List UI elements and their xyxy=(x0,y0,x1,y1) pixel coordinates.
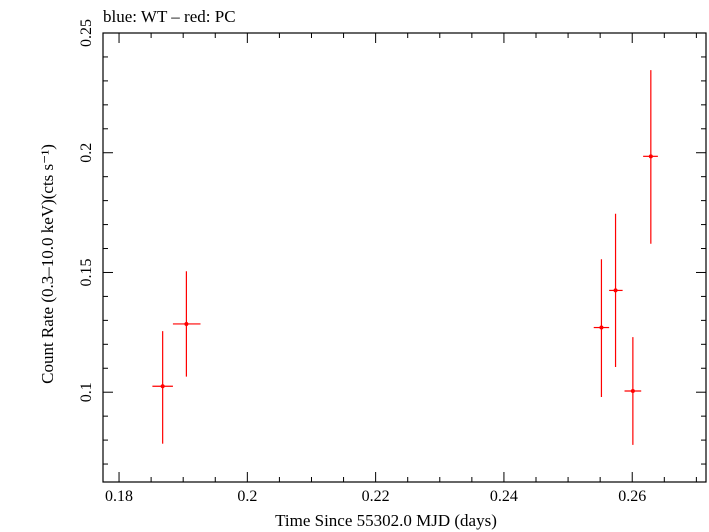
y-tick-label: 0.15 xyxy=(78,258,95,286)
x-tick-label: 0.26 xyxy=(618,488,646,505)
y-tick-label: 0.2 xyxy=(78,143,95,163)
y-tick-label: 0.1 xyxy=(78,382,95,402)
data-points xyxy=(152,70,658,445)
point-marker xyxy=(599,325,604,330)
data-point xyxy=(152,331,173,444)
x-tick-label: 0.18 xyxy=(105,488,133,505)
y-axis: 0.1 0.15 0.2 0.25 xyxy=(78,19,706,465)
point-marker xyxy=(648,154,653,159)
plot-border xyxy=(102,32,707,483)
x-tick-label: 0.2 xyxy=(237,488,257,505)
y-axis-label: Count Rate (0.3–10.0 keV)(cts s⁻¹) xyxy=(38,144,57,384)
x-tick-label: 0.24 xyxy=(490,488,518,505)
data-point xyxy=(593,259,610,397)
plot-frame xyxy=(102,32,707,483)
data-point xyxy=(624,337,642,445)
chart-title: blue: WT – red: PC xyxy=(103,7,236,26)
point-marker xyxy=(184,321,189,326)
data-point xyxy=(609,213,623,368)
x-tick-label: 0.22 xyxy=(362,488,390,505)
data-point xyxy=(172,271,201,377)
data-point xyxy=(643,70,658,244)
y-tick-label: 0.25 xyxy=(78,19,95,47)
x-axis: 0.18 0.2 0.22 0.24 0.26 xyxy=(105,33,697,505)
point-marker xyxy=(160,384,165,389)
x-axis-label: Time Since 55302.0 MJD (days) xyxy=(275,511,497,530)
point-marker xyxy=(630,389,635,394)
point-marker xyxy=(613,288,618,293)
